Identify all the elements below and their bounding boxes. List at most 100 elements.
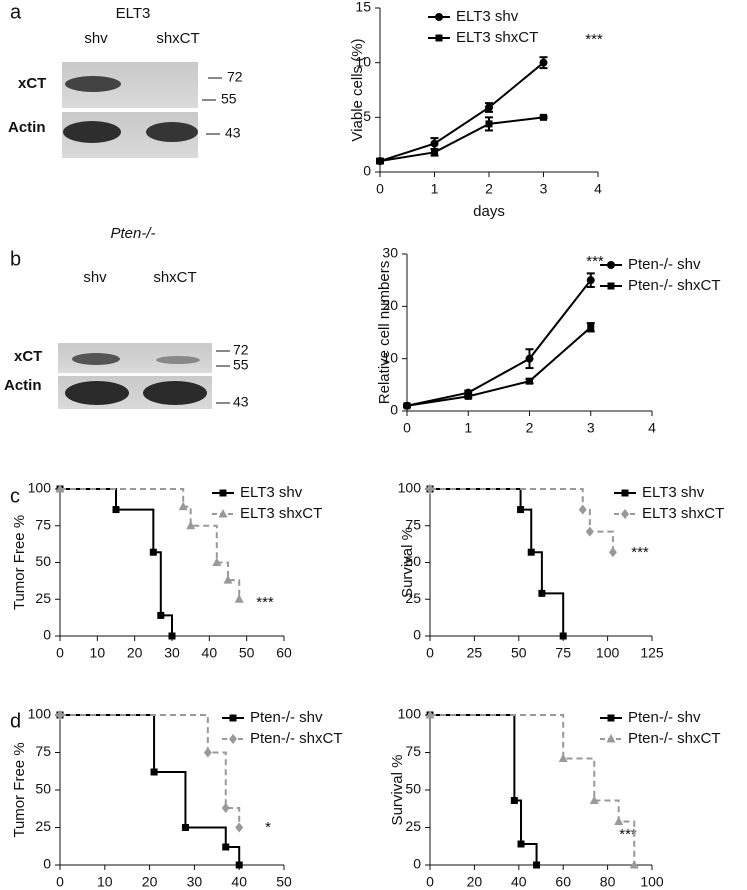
legend-marker — [607, 714, 615, 722]
y-tick-label: 100 — [398, 480, 422, 496]
x-tick-label: 1 — [464, 420, 472, 436]
marker — [168, 632, 176, 640]
legend-marker — [621, 489, 629, 497]
panel-label: a — [10, 1, 22, 23]
legend-label: Pten-/- shv — [250, 709, 323, 726]
marker — [527, 548, 535, 556]
legend-marker — [229, 734, 237, 744]
x-tick-label: 1 — [431, 181, 439, 197]
marker — [425, 710, 435, 719]
marker — [178, 501, 188, 511]
x-tick-label: 30 — [187, 874, 203, 890]
x-tick-label: 3 — [540, 181, 548, 197]
marker — [614, 816, 624, 825]
annotation: *** — [585, 31, 603, 48]
row-label: xCT — [14, 348, 42, 365]
legend-label: ELT3 shv — [642, 484, 705, 501]
series-line — [406, 326, 592, 407]
marker — [149, 548, 157, 556]
lane-label: shxCT — [156, 30, 199, 47]
chart: 0 25 50 75 100 0 25 50 75 100 125 Survival % *** ELT3… — [398, 480, 725, 661]
row-label: Actin — [4, 377, 42, 394]
marker — [540, 113, 547, 121]
x-tick-label: 0 — [403, 420, 411, 436]
annotation: *** — [586, 253, 604, 270]
series-line — [379, 116, 544, 163]
x-tick-label: 20 — [142, 874, 158, 890]
legend-label: ELT3 shxCT — [642, 505, 724, 522]
band — [143, 381, 207, 405]
marker — [431, 148, 438, 156]
marker — [589, 795, 599, 804]
x-tick-label: 100 — [596, 645, 620, 661]
y-tick-label: 15 — [355, 0, 371, 15]
marker — [526, 377, 533, 385]
legend-label: Pten-/- shxCT — [628, 277, 721, 294]
lane-label: shxCT — [153, 269, 196, 286]
marker-label: 43 — [225, 125, 241, 141]
y-tick-label: 0 — [390, 402, 398, 418]
marker — [56, 710, 64, 720]
legend-marker — [607, 282, 615, 290]
x-tick-label: 50 — [239, 645, 255, 661]
y-axis-label: Tumor Free % — [11, 515, 28, 610]
marker — [112, 506, 120, 514]
legend-label: Pten-/- shv — [628, 256, 701, 273]
legend-label: ELT3 shv — [240, 484, 303, 501]
panel-label: c — [10, 485, 20, 507]
x-tick-label: 0 — [426, 645, 434, 661]
series-line — [60, 714, 241, 828]
legend-marker — [435, 34, 443, 42]
chart: 0 25 50 75 100 0 10 20 30 40 50 Tumor Free % * Pten-/… — [11, 706, 343, 890]
marker — [212, 557, 222, 566]
marker — [55, 484, 65, 493]
row-label: Actin — [8, 119, 46, 136]
series-line — [60, 714, 241, 865]
x-tick-label: 20 — [127, 645, 143, 661]
band — [72, 353, 120, 365]
y-tick-label: 0 — [43, 627, 51, 643]
marker — [533, 861, 541, 869]
y-tick-label: 75 — [35, 743, 51, 759]
marker-label: 43 — [233, 394, 249, 410]
annotation: *** — [256, 594, 274, 611]
annotation: * — [265, 819, 271, 836]
legend-marker — [218, 509, 228, 518]
lane-label: shv — [84, 30, 108, 47]
x-tick-label: 50 — [276, 874, 292, 890]
marker — [186, 520, 196, 530]
legend-label: ELT3 shv — [456, 8, 519, 25]
marker — [517, 840, 525, 848]
x-tick-label: 100 — [640, 874, 664, 890]
x-tick-label: 75 — [555, 645, 571, 661]
series-line — [60, 488, 241, 600]
chart: 0 10 20 30 0 1 2 3 4 Relative cell numbers *** Pten… — [376, 245, 721, 436]
marker — [517, 506, 525, 514]
series-line — [406, 279, 592, 407]
y-tick-label: 25 — [405, 818, 421, 834]
x-tick-label: 0 — [56, 874, 64, 890]
x-tick-label: 0 — [56, 645, 64, 661]
y-tick-label: 0 — [363, 163, 371, 179]
marker — [558, 753, 568, 762]
x-tick-label: 4 — [594, 181, 602, 197]
band — [146, 122, 198, 142]
y-tick-label: 50 — [405, 553, 421, 569]
y-tick-label: 30 — [382, 245, 398, 261]
y-tick-label: 20 — [382, 297, 398, 313]
y-tick-label: 100 — [28, 480, 52, 496]
marker — [578, 504, 587, 515]
legend-marker — [606, 734, 616, 743]
band — [63, 121, 121, 143]
panel-label: b — [10, 248, 21, 270]
chart: 0 25 50 75 100 0 20 40 60 80 100 Survival % *** Pten-… — [389, 706, 721, 890]
x-tick-label: 125 — [640, 645, 664, 661]
marker — [608, 547, 617, 558]
y-tick-label: 5 — [363, 108, 371, 124]
x-tick-label: 25 — [467, 645, 483, 661]
x-tick-label: 4 — [648, 420, 656, 436]
y-tick-label: 25 — [405, 590, 421, 606]
x-tick-label: 10 — [90, 645, 106, 661]
marker-label: 55 — [233, 357, 249, 373]
